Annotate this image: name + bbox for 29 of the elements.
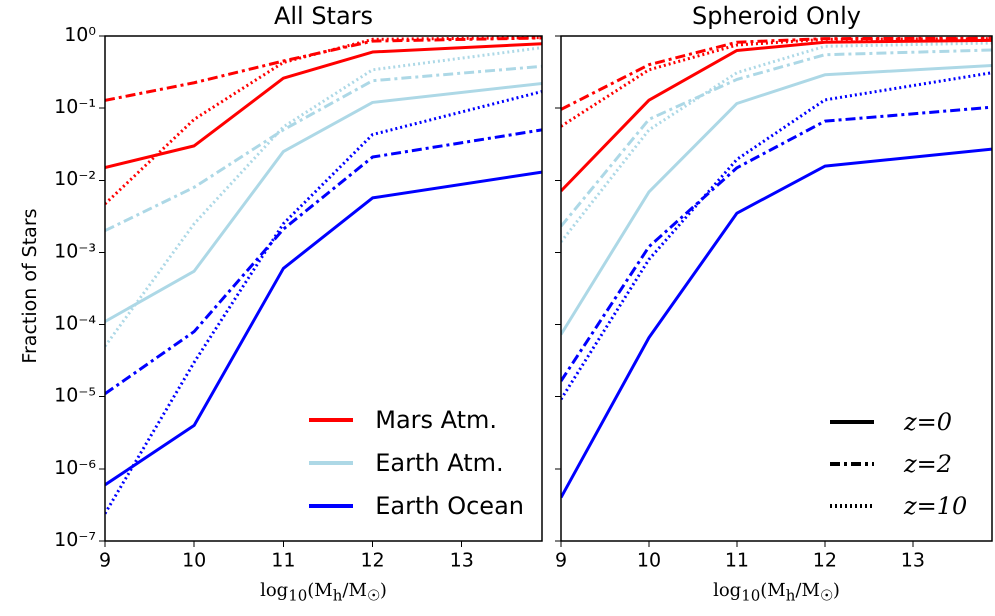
x-tick-label: 9 [554,549,568,572]
legend-label: Earth Atm. [375,448,504,476]
y-tick-label: 10⁻⁶ [54,456,96,479]
x-tick-label: 11 [724,549,750,572]
x-tick-label: 10 [636,549,662,572]
x-axis-title: log$_{10}$(M$_{h}$/M$_{☉}$) [712,580,841,605]
legend-label: Earth Ocean [375,492,524,520]
y-tick-label: 10⁻⁴ [54,312,96,335]
x-tick-label: 12 [360,549,385,572]
annotation: z=2 [904,450,954,478]
y-tick-label: 10⁻⁷ [54,528,96,551]
x-tick-label: 13 [900,549,925,572]
x-tick-label: 10 [182,549,206,572]
y-tick-label: 10⁻⁵ [54,384,96,407]
chart-title: All Stars [272,2,374,30]
x-tick-label: 11 [271,549,296,572]
y-axis-title: Fraction of Stars [19,206,41,366]
annotation: z=0 [904,408,954,436]
x-axis-title: log$_{10}$(M$_{h}$/M$_{☉}$) [259,580,388,605]
legend-label: Mars Atm. [375,406,498,434]
y-tick-label: 10⁰ [64,24,96,46]
chart-title: Spheroid Only [691,2,862,30]
y-tick-label: 10⁻² [54,168,96,190]
x-tick-label: 13 [450,549,474,572]
y-tick-label: 10⁻¹ [54,96,96,118]
x-tick-label: 9 [98,549,112,572]
x-tick-label: 12 [812,549,837,572]
annotation: z=10 [904,492,968,520]
y-tick-label: 10⁻³ [54,240,96,262]
